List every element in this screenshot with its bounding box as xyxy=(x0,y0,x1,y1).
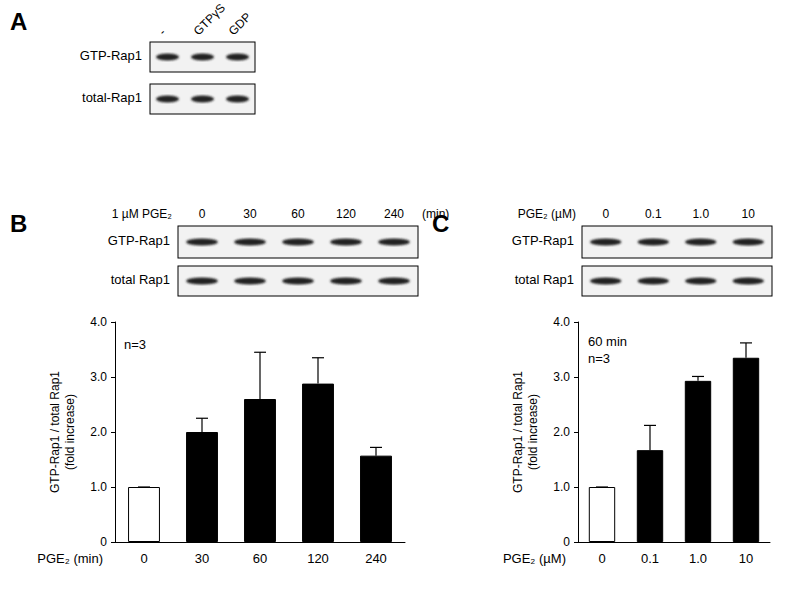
svg-text:240: 240 xyxy=(384,207,404,221)
svg-text:(min): (min) xyxy=(422,207,449,221)
svg-text:n=3: n=3 xyxy=(588,351,610,366)
svg-text:1.0: 1.0 xyxy=(689,551,707,566)
svg-text:1.0: 1.0 xyxy=(553,480,570,494)
svg-text:B: B xyxy=(10,210,27,237)
svg-text:3.0: 3.0 xyxy=(90,370,107,384)
svg-text:C: C xyxy=(432,210,449,237)
svg-text:total-Rap1: total-Rap1 xyxy=(82,90,142,105)
svg-text:60: 60 xyxy=(253,551,267,566)
svg-text:total Rap1: total Rap1 xyxy=(111,272,170,287)
svg-text:60: 60 xyxy=(291,207,305,221)
svg-text:2.0: 2.0 xyxy=(553,425,570,439)
svg-text:4.0: 4.0 xyxy=(90,315,107,329)
svg-text:GTPγS: GTPγS xyxy=(191,1,228,38)
svg-text:GDP: GDP xyxy=(226,10,254,38)
svg-text:0: 0 xyxy=(100,535,107,549)
svg-text:120: 120 xyxy=(307,551,329,566)
svg-text:1.0: 1.0 xyxy=(692,207,709,221)
svg-text:PGE₂ (µM): PGE₂ (µM) xyxy=(518,207,576,221)
svg-text:(fold increase): (fold increase) xyxy=(526,394,540,470)
svg-text:GTP-Rap1: GTP-Rap1 xyxy=(108,233,170,248)
svg-text:10: 10 xyxy=(739,551,753,566)
svg-text:240: 240 xyxy=(365,551,387,566)
svg-text:0: 0 xyxy=(140,551,147,566)
svg-text:-: - xyxy=(156,25,169,38)
svg-text:2.0: 2.0 xyxy=(90,425,107,439)
svg-text:1 µM PGE₂: 1 µM PGE₂ xyxy=(112,207,173,221)
svg-text:total Rap1: total Rap1 xyxy=(515,272,574,287)
svg-text:GTP-Rap1 / total Rap1: GTP-Rap1 / total Rap1 xyxy=(511,371,525,493)
svg-text:1.0: 1.0 xyxy=(90,480,107,494)
svg-text:0: 0 xyxy=(602,207,609,221)
svg-text:GTP-Rap1 / total Rap1: GTP-Rap1 / total Rap1 xyxy=(48,371,62,493)
svg-text:0: 0 xyxy=(563,535,570,549)
svg-text:4.0: 4.0 xyxy=(553,315,570,329)
svg-text:60 min: 60 min xyxy=(588,334,627,349)
svg-text:0: 0 xyxy=(598,551,605,566)
svg-text:GTP-Rap1: GTP-Rap1 xyxy=(512,233,574,248)
svg-text:n=3: n=3 xyxy=(124,337,146,352)
svg-text:120: 120 xyxy=(336,207,356,221)
svg-text:10: 10 xyxy=(742,207,756,221)
svg-text:3.0: 3.0 xyxy=(553,370,570,384)
svg-text:PGE₂ (min): PGE₂ (min) xyxy=(37,551,103,566)
svg-text:30: 30 xyxy=(195,551,209,566)
svg-text:GTP-Rap1: GTP-Rap1 xyxy=(80,48,142,63)
svg-text:PGE₂ (µM): PGE₂ (µM) xyxy=(503,551,566,566)
svg-text:30: 30 xyxy=(243,207,257,221)
svg-text:A: A xyxy=(10,8,27,35)
svg-text:0.1: 0.1 xyxy=(645,207,662,221)
svg-text:0.1: 0.1 xyxy=(641,551,659,566)
svg-text:0: 0 xyxy=(199,207,206,221)
svg-text:(fold increase): (fold increase) xyxy=(63,394,77,470)
